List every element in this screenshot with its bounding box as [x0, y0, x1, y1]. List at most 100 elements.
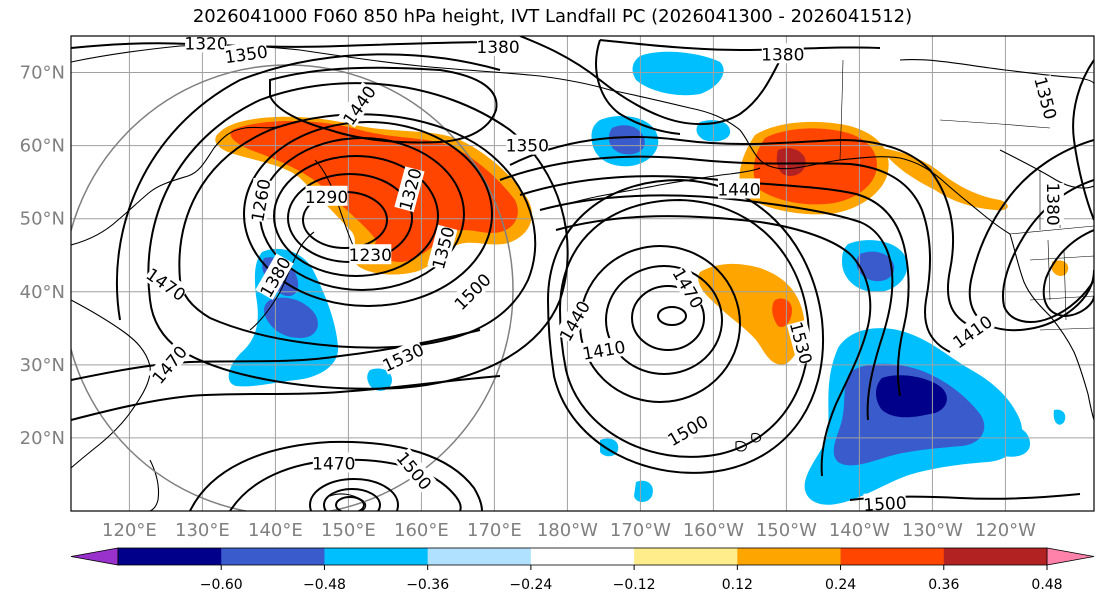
colorbar-box — [221, 548, 325, 565]
longitude-tick-label: 160°W — [683, 520, 744, 540]
ivt-negative-region — [1053, 409, 1066, 425]
contour-label-group: 1290 — [305, 185, 348, 208]
height-contour — [243, 121, 493, 307]
contour-label-group: 1350 — [506, 134, 549, 157]
coastlines — [71, 44, 1094, 511]
longitude-tick-label: 130°W — [902, 520, 963, 540]
latitude-tick-label: 40°N — [20, 282, 65, 303]
contour-label-backing — [349, 244, 392, 265]
height-contour — [555, 215, 872, 477]
ivt-negative-region — [987, 424, 1030, 457]
coastline-aleutians — [539, 167, 761, 211]
height-contour — [595, 39, 681, 135]
colorbar-tick-label: 0.12 — [722, 577, 753, 593]
contour-label: 1230 — [349, 246, 392, 266]
longitude-tick-label: 140°W — [829, 520, 890, 540]
map-frame — [70, 35, 1095, 512]
longitude-tick-label: 170°E — [467, 520, 522, 540]
contour-label: 1380 — [761, 45, 804, 65]
colorbar-tick-label: −0.36 — [406, 577, 449, 593]
coastline-alaska — [609, 89, 1011, 235]
longitude-tick-label: 170°W — [610, 520, 671, 540]
contour-label-backing — [554, 297, 593, 344]
contour-label-group: 1320 — [184, 32, 228, 54]
longitude-tick-label: 180°W — [537, 520, 598, 540]
colorbar-tick-label: 0.36 — [928, 577, 959, 593]
ivt-positive-region — [698, 263, 805, 365]
height-contour — [657, 306, 687, 326]
latitude-tick-label: 20°N — [20, 428, 65, 449]
coastline-asia — [71, 125, 281, 246]
latitude-tick-label: 70°N — [20, 63, 65, 84]
contour-label: 1470 — [312, 455, 355, 475]
colorbar-box — [840, 548, 945, 565]
latitude-tick-label: 50°N — [20, 209, 65, 230]
contour-label: 1290 — [305, 188, 348, 208]
contour-label-backing — [147, 341, 190, 387]
height-contour — [539, 194, 894, 421]
contour-label-backing — [1031, 74, 1062, 121]
colorbar-tick-label: 0.48 — [1031, 577, 1062, 593]
colorbar-tick-label: −0.12 — [613, 577, 656, 593]
colorbar-tick-label: 0.24 — [825, 577, 856, 593]
contour-label: 1350 — [506, 137, 549, 157]
coastline-hawaii — [735, 432, 762, 452]
height-contour — [116, 53, 501, 321]
contour-label-backing — [305, 185, 348, 206]
contour-label-backing — [1043, 183, 1064, 226]
longitude-tick-label: 130°E — [175, 520, 230, 540]
contour-label-backing — [786, 319, 818, 366]
longitude-tick-label: 150°W — [756, 520, 817, 540]
colorbar-extend-min — [70, 547, 119, 566]
ivt-negative-region — [632, 51, 724, 96]
height-contour — [309, 478, 399, 511]
height-contour — [178, 113, 537, 349]
height-contour — [71, 375, 501, 421]
colorbar-body — [70, 547, 1095, 566]
contour-label-backing — [379, 338, 426, 375]
border-us-canada — [1009, 225, 1094, 235]
contour-label-backing — [255, 253, 294, 300]
longitude-tick-label: 120°E — [102, 520, 157, 540]
contour-label: 1440 — [717, 180, 760, 200]
coastline-north-america-west — [1009, 233, 1094, 421]
contour-label-backing — [761, 43, 804, 64]
contour-label-backing — [506, 134, 549, 155]
longitude-labels: 120°E 130°E 140°E 150°E 160°E 170°E 180°W 170°W… — [102, 520, 1036, 540]
height-contour — [519, 36, 781, 125]
contour-label-backing — [223, 40, 269, 67]
coastline-japan — [249, 231, 315, 331]
height-contour — [558, 198, 810, 458]
contour-label-group: 1470 — [312, 452, 355, 475]
latitude-labels: 70°N 60°N 50°N 40°N 30°N 20°N — [20, 63, 65, 449]
contour-label-backing — [393, 447, 437, 493]
height-contour — [509, 136, 981, 331]
colorbar-box — [324, 548, 429, 565]
contour-label-group: 1380 — [476, 35, 520, 58]
height-contour — [269, 66, 498, 144]
colorbar-extend-max — [1046, 547, 1095, 566]
colorbar-box — [943, 548, 1048, 565]
height-contours — [71, 36, 1094, 511]
height-contour — [273, 155, 439, 277]
colorbar-box — [530, 548, 635, 565]
latitude-tick-label: 30°N — [20, 355, 65, 376]
ivt-positive-region — [230, 121, 518, 262]
contour-label-backing — [427, 224, 458, 271]
contour-label-backing — [312, 452, 355, 473]
contour-label-backing — [863, 491, 907, 514]
contour-label-group: 1440 — [717, 178, 761, 200]
height-contour — [631, 285, 705, 351]
contour-label-backing — [664, 410, 711, 449]
colorbar-tick-label: −0.60 — [200, 577, 243, 593]
colorbar-outline — [117, 547, 1048, 566]
colorbar-box — [634, 548, 738, 565]
height-contour — [323, 488, 381, 511]
contour-label-backing — [669, 264, 708, 311]
contour-label-backing — [246, 177, 274, 223]
height-contour — [189, 440, 483, 511]
contour-label-backing — [338, 81, 379, 128]
colorbar-ticks: −0.60 −0.48 −0.36 −0.24 −0.12 0.12 0.24 0.36 0.4… — [200, 565, 1063, 593]
border-mexico — [1039, 327, 1094, 331]
contour-label: 1320 — [184, 34, 227, 54]
